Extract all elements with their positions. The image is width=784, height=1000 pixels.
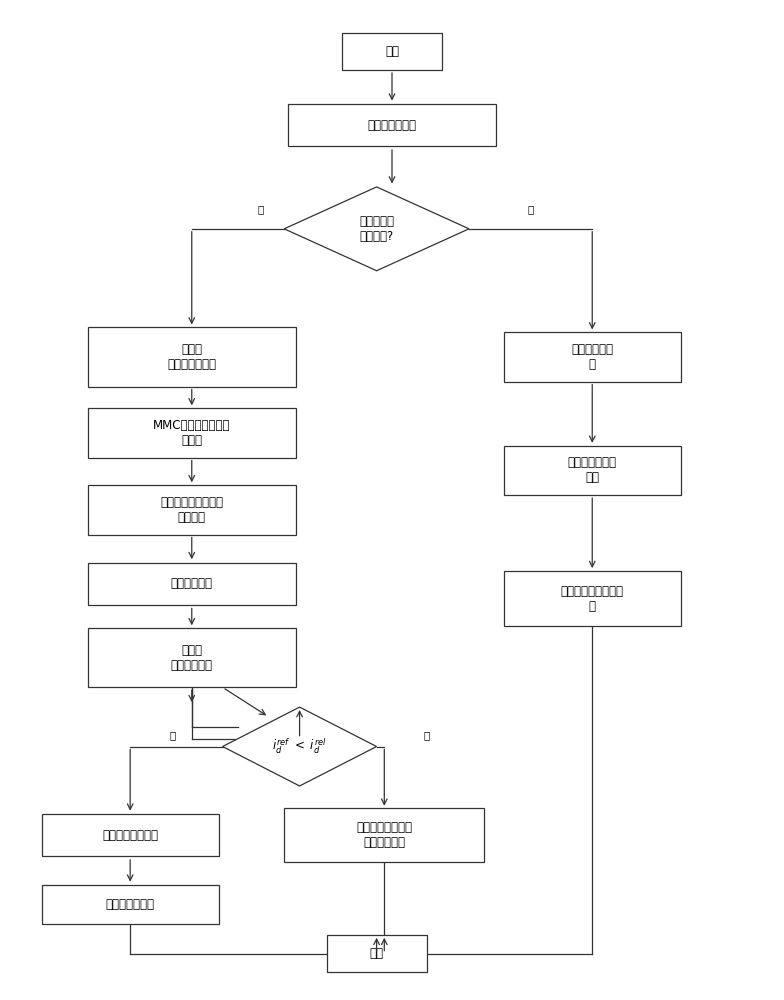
Bar <box>88 485 296 535</box>
Text: 开始: 开始 <box>385 45 399 58</box>
Text: 从无功外环得
到: 从无功外环得 到 <box>572 343 613 371</box>
Text: MMC发出无功支撑电
压恢复: MMC发出无功支撑电 压恢复 <box>153 419 230 447</box>
Bar <box>42 814 219 856</box>
Bar <box>42 885 219 924</box>
Polygon shape <box>284 187 469 271</box>
Text: 优化子模块电容电压
波动范围: 优化子模块电容电压 波动范围 <box>160 496 223 524</box>
Bar <box>88 327 296 387</box>
Text: 采集有功电流: 采集有功电流 <box>171 577 212 590</box>
Text: $i_d^{ref}\ <\ i_d^{rel}$: $i_d^{ref}\ <\ i_d^{rel}$ <box>272 737 327 756</box>
Text: 无功电流指令值
为零: 无功电流指令值 为零 <box>568 456 617 484</box>
Text: 否: 否 <box>423 730 430 740</box>
Bar <box>88 628 296 687</box>
Text: 结束: 结束 <box>369 947 383 960</box>
Text: 实现单位功率因数运
行: 实现单位功率因数运 行 <box>561 585 624 613</box>
Bar <box>342 33 442 70</box>
Text: 否: 否 <box>528 204 534 214</box>
Text: 检测并网点电压: 检测并网点电压 <box>368 119 416 132</box>
Text: 并网点电压
是否跌落?: 并网点电压 是否跌落? <box>359 215 394 243</box>
Text: 是: 是 <box>258 204 264 214</box>
Text: 从电压外环得到有
功电流指令值: 从电压外环得到有 功电流指令值 <box>356 821 412 849</box>
Text: 有功电流指令值取: 有功电流指令值取 <box>102 829 158 842</box>
Text: 限制并网点电流: 限制并网点电流 <box>106 898 154 911</box>
Bar <box>284 808 485 862</box>
Bar <box>88 563 296 605</box>
Text: 计算出
无功电流指令值: 计算出 无功电流指令值 <box>167 343 216 371</box>
Text: 计算有
功电流指令值: 计算有 功电流指令值 <box>171 644 212 672</box>
Bar <box>503 446 681 495</box>
Bar <box>503 332 681 382</box>
Polygon shape <box>223 707 376 786</box>
Bar <box>288 104 496 146</box>
Bar <box>88 408 296 458</box>
Bar <box>327 935 426 972</box>
Bar <box>503 571 681 626</box>
Text: 是: 是 <box>169 730 176 740</box>
